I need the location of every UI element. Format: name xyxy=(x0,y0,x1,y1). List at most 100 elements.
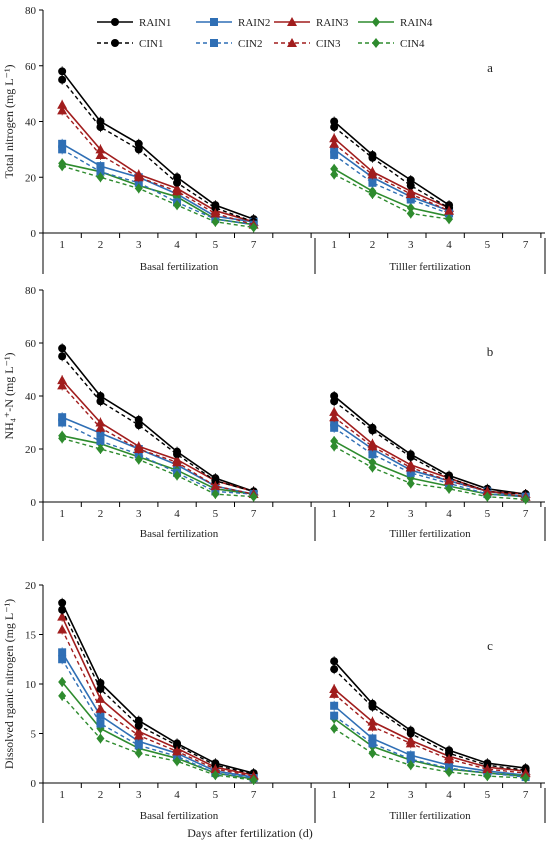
chart-panel-c: 0 5 10 15 20 1 2 3 4 5 7 1 2 3 4 5 7 Basal fertilization T… xyxy=(2,580,546,823)
y-tick-label: 0 xyxy=(31,228,37,240)
series-line-rain4-basal xyxy=(61,162,254,226)
y-tick-label: 80 xyxy=(25,5,37,17)
data-point-cin4 xyxy=(134,748,143,759)
x-tick-label: 2 xyxy=(98,789,104,801)
x-tick-label: 4 xyxy=(174,789,180,801)
data-point-rain1 xyxy=(96,117,105,126)
x-tick-label: 1 xyxy=(331,239,337,251)
series-line-rain3-tiller xyxy=(333,688,526,772)
data-point-cin4 xyxy=(58,161,67,172)
series-line-rain2-tiller xyxy=(333,705,526,776)
data-point-cin3 xyxy=(57,105,68,115)
legend-marker xyxy=(111,18,119,26)
data-point-cin2 xyxy=(134,178,143,187)
series-line-cin3-basal xyxy=(61,629,254,777)
data-point-rain1 xyxy=(58,67,67,76)
data-point-rain3 xyxy=(57,99,68,109)
legend-item-cin2: CIN2 xyxy=(196,38,262,50)
x-tick-label: 4 xyxy=(446,789,452,801)
series-line-cin2-basal xyxy=(61,148,254,226)
legend-label: RAIN1 xyxy=(139,17,171,29)
y-axis-title: NH₄⁺-N (mg L⁻¹) xyxy=(2,352,16,439)
data-point-cin4 xyxy=(134,454,143,465)
data-point-rain3 xyxy=(57,375,68,385)
data-point-cin4 xyxy=(445,767,454,778)
data-point-cin3 xyxy=(444,754,455,764)
series-line-cin1-tiller xyxy=(333,126,450,209)
y-tick-label: 60 xyxy=(25,61,37,73)
x-axis-title: Days after fertilization (d) xyxy=(187,826,313,840)
data-point-cin4 xyxy=(483,771,492,782)
legend-label: CIN3 xyxy=(316,38,341,50)
x-tick-label: 3 xyxy=(408,508,414,520)
x-tick-label: 4 xyxy=(446,239,452,251)
series-line-cin4-basal xyxy=(61,695,254,781)
data-point-cin1 xyxy=(406,181,415,190)
x-tick-label: 2 xyxy=(98,239,104,251)
data-point-cin4 xyxy=(249,222,258,233)
data-point-rain1 xyxy=(330,117,339,126)
y-tick-label: 20 xyxy=(25,580,37,592)
data-point-cin4 xyxy=(406,478,415,489)
data-point-cin4 xyxy=(211,770,220,781)
data-point-cin3 xyxy=(210,481,221,491)
series-line-rain3-tiller xyxy=(333,137,450,209)
x-tick-label: 5 xyxy=(485,239,491,251)
data-point-cin2 xyxy=(330,150,339,159)
data-point-cin2 xyxy=(368,450,377,459)
data-point-cin3 xyxy=(329,688,340,698)
data-point-rain1 xyxy=(173,173,182,182)
data-point-cin3 xyxy=(367,721,378,731)
data-point-rain3 xyxy=(329,133,340,143)
data-point-cin1 xyxy=(368,702,377,711)
x-tick-label: 1 xyxy=(331,508,337,520)
x-tick-label: 3 xyxy=(136,239,142,251)
data-point-cin4 xyxy=(211,216,220,227)
data-point-cin3 xyxy=(444,205,455,215)
data-point-rain3 xyxy=(367,716,378,726)
data-point-cin3 xyxy=(329,138,340,148)
series-line-rain1-basal xyxy=(61,70,254,220)
data-point-cin1 xyxy=(368,426,377,435)
period-label-tiller: Tilller fertilization xyxy=(389,261,471,273)
data-point-cin3 xyxy=(172,746,183,756)
data-point-cin1 xyxy=(330,123,339,132)
data-point-cin4 xyxy=(521,773,530,784)
data-point-cin3 xyxy=(210,764,221,774)
series-line-rain2-basal xyxy=(61,416,254,495)
data-point-cin4 xyxy=(58,433,67,444)
data-point-cin3 xyxy=(95,703,106,713)
y-tick-label: 15 xyxy=(25,630,37,642)
data-point-cin2 xyxy=(96,719,105,728)
data-point-cin2 xyxy=(368,739,377,748)
y-tick-label: 40 xyxy=(25,391,37,403)
x-tick-label: 5 xyxy=(485,508,491,520)
data-point-cin1 xyxy=(96,684,105,693)
data-point-cin2 xyxy=(134,450,143,459)
data-point-cin1 xyxy=(330,397,339,406)
data-point-cin1 xyxy=(134,421,143,430)
series-line-rain3-basal xyxy=(61,104,254,223)
data-point-rain1 xyxy=(134,139,143,148)
data-point-cin4 xyxy=(330,169,339,180)
data-point-cin4 xyxy=(330,441,339,452)
x-tick-label: 4 xyxy=(446,508,452,520)
legend-marker xyxy=(372,17,380,27)
x-tick-label: 5 xyxy=(485,789,491,801)
x-tick-label: 1 xyxy=(331,789,337,801)
data-point-rain3 xyxy=(57,611,68,621)
data-point-cin1 xyxy=(58,352,67,361)
data-point-rain1 xyxy=(330,657,339,666)
series-line-cin4-basal xyxy=(61,437,254,498)
x-tick-label: 2 xyxy=(98,508,104,520)
series-line-rain1-tiller xyxy=(333,120,450,206)
period-label-basal: Basal fertilization xyxy=(140,261,219,273)
x-tick-label: 3 xyxy=(136,508,142,520)
y-tick-label: 5 xyxy=(31,729,37,741)
data-point-cin3 xyxy=(367,441,378,451)
x-tick-label: 1 xyxy=(59,508,65,520)
data-point-cin4 xyxy=(96,172,105,183)
series-line-rain1-basal xyxy=(61,347,254,493)
data-point-cin3 xyxy=(133,444,144,453)
x-tick-label: 2 xyxy=(370,239,376,251)
